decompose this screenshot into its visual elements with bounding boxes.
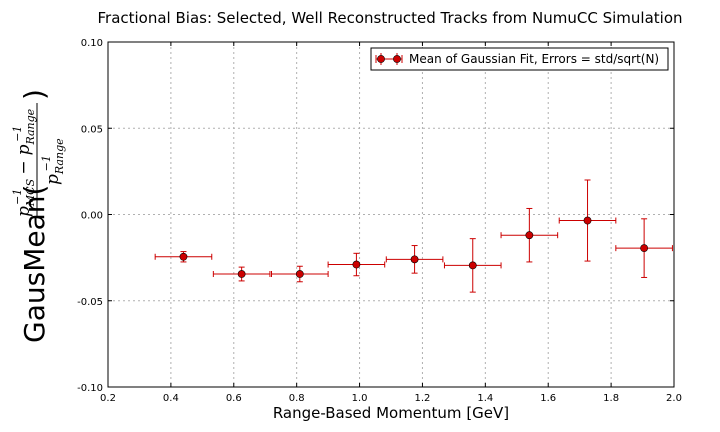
y-axis-label-denominator: pRange−1: [40, 138, 66, 185]
x-tick-label: 0.8: [289, 393, 305, 404]
axis-ticks: 0.2 0.4 0.6 0.8 1.0 1.2 1.4 1.6 1.8 2.0 -0.10 -0.05…: [77, 38, 682, 404]
x-tick-label: 1.8: [603, 393, 619, 404]
data-point: [615, 218, 673, 278]
x-tick-label: 1.0: [352, 393, 368, 404]
data-marker: [640, 244, 649, 253]
x-tick-label: 1.6: [540, 393, 556, 404]
data-marker: [583, 216, 592, 225]
x-axis-label: Range-Based Momentum [GeV]: [273, 404, 509, 422]
data-marker: [295, 270, 304, 278]
legend-label: Mean of Gaussian Fit, Errors = std/sqrt(…: [409, 52, 659, 66]
y-axis-label-numerator: pMCS−1−pRange−1: [11, 108, 37, 217]
y-tick-label: -0.10: [77, 383, 103, 394]
data-point: [558, 179, 617, 262]
x-tick-label: 0.4: [163, 393, 179, 404]
data-marker: [237, 270, 246, 278]
data-point: [154, 251, 213, 263]
data-point: [327, 252, 386, 277]
legend: Mean of Gaussian Fit, Errors = std/sqrt(…: [370, 47, 669, 71]
data-point: [500, 207, 559, 263]
data-marker: [410, 255, 419, 264]
x-tick-label: 0.6: [226, 393, 242, 404]
y-axis-label-prefix: GausMean(: [18, 185, 51, 343]
legend-box: [370, 47, 669, 71]
data-point: [385, 245, 444, 274]
data-marker: [352, 260, 361, 269]
y-tick-label: 0.05: [81, 124, 103, 135]
x-tick-label: 0.2: [100, 393, 116, 404]
legend-marker: [375, 53, 403, 65]
data-marker: [468, 261, 477, 270]
y-tick-label: 0.00: [81, 211, 103, 222]
x-tick-label: 2.0: [666, 393, 682, 404]
data-marker: [179, 252, 188, 261]
y-axis-label-fraction: pMCS−1−pRange−1 pRange−1: [11, 103, 66, 217]
y-tick-label: -0.05: [77, 297, 103, 308]
chart-title: Fractional Bias: Selected, Well Reconstr…: [97, 9, 682, 27]
data-series: [154, 179, 673, 293]
y-axis-label: GausMean( pMCS−1−pRange−1 pRange−1 ): [11, 89, 66, 343]
y-axis-label-suffix: ): [18, 89, 51, 100]
x-tick-label: 1.4: [477, 393, 493, 404]
x-tick-label: 1.2: [414, 393, 430, 404]
data-point: [443, 238, 502, 293]
data-marker: [525, 231, 534, 240]
y-tick-label: 0.10: [81, 38, 103, 49]
data-point: [271, 265, 329, 283]
data-point: [212, 266, 271, 282]
grid-lines: [108, 42, 674, 387]
